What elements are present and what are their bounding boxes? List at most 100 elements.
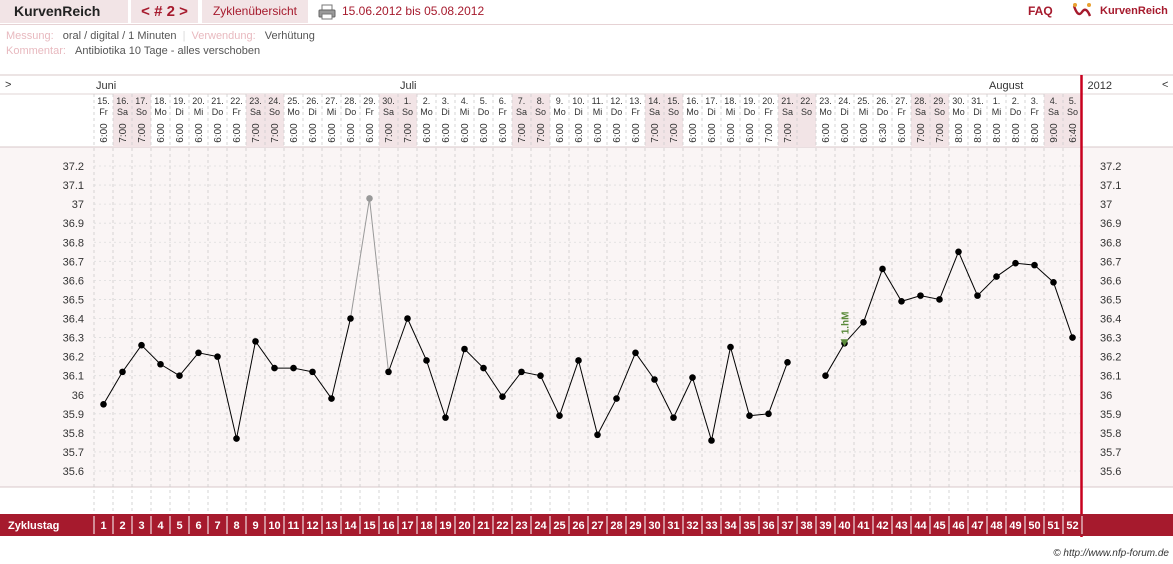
temperature-point[interactable] [119, 368, 126, 376]
temperature-point[interactable] [575, 357, 582, 364]
temperature-point[interactable] [271, 364, 278, 372]
day-date-label: 21. [211, 96, 224, 106]
left-arrow-button[interactable]: > [5, 79, 11, 91]
temperature-point[interactable] [955, 248, 962, 256]
temperature-point[interactable] [651, 376, 658, 383]
temperature-point[interactable] [442, 414, 449, 421]
temperature-point[interactable] [157, 360, 164, 368]
weekend-shade [778, 94, 797, 147]
temperature-point[interactable] [195, 349, 202, 357]
temperature-point[interactable] [632, 349, 639, 357]
temperature-point[interactable] [974, 292, 981, 299]
temperature-point[interactable] [100, 400, 107, 408]
temperature-point[interactable] [138, 341, 145, 349]
temperature-point[interactable] [252, 338, 259, 345]
day-date-label: 21. [781, 96, 794, 106]
temperature-point[interactable] [765, 410, 772, 418]
printer-icon[interactable] [318, 4, 336, 20]
weekend-shade [132, 94, 151, 147]
temperature-point[interactable] [670, 414, 677, 421]
cycle-overview-link[interactable]: Zyklenübersicht [202, 0, 308, 23]
temperature-point[interactable] [518, 368, 525, 376]
temperature-point[interactable] [309, 368, 316, 376]
day-weekday-label: Sa [250, 107, 261, 117]
temperature-point[interactable] [1031, 261, 1038, 269]
faq-link[interactable]: FAQ [1028, 4, 1053, 18]
cycle-navigation[interactable]: < # 2 > [131, 0, 198, 23]
cycle-day-number: 48 [990, 520, 1002, 532]
temperature-point[interactable] [385, 368, 392, 376]
cycle-day-number: 19 [439, 520, 451, 532]
series-line-segment [730, 346, 750, 416]
day-time-label: 6:00 [99, 123, 110, 143]
temperature-point[interactable] [461, 345, 468, 353]
temperature-point[interactable] [879, 265, 886, 273]
day-weekday-label: Di [707, 107, 716, 117]
cycle-day-number: 52 [1066, 520, 1078, 532]
temperature-point[interactable] [860, 319, 867, 326]
day-weekday-label: Di [840, 107, 849, 117]
day-date-label: 27. [895, 96, 908, 106]
temperature-point[interactable] [556, 412, 563, 420]
temperature-point[interactable] [1069, 334, 1076, 341]
temperature-point[interactable] [176, 372, 183, 379]
temperature-point[interactable] [917, 292, 924, 299]
temperature-point[interactable] [784, 359, 791, 366]
temperature-point[interactable] [347, 315, 354, 322]
series-line-segment [350, 198, 370, 319]
temperature-point[interactable] [233, 435, 240, 442]
y-tick-label-right: 36.8 [1100, 237, 1121, 249]
series-line-segment [255, 341, 275, 369]
y-tick-label-right: 37.2 [1100, 161, 1121, 173]
temperature-point[interactable] [822, 372, 829, 379]
temperature-point[interactable] [613, 395, 620, 402]
cycle-day-number: 40 [838, 520, 850, 532]
temperature-point[interactable] [708, 437, 715, 444]
day-time-label: 8:00 [1030, 123, 1041, 143]
brand-right[interactable]: KurvenReich [1100, 5, 1168, 17]
temperature-point[interactable] [746, 412, 753, 420]
cycle-day-number: 6 [195, 520, 201, 532]
temperature-point[interactable] [594, 431, 601, 439]
temperature-point[interactable] [1012, 259, 1019, 267]
temperature-point[interactable] [689, 374, 696, 381]
temperature-point[interactable] [898, 298, 905, 305]
kurvenreich-logo-icon[interactable] [1072, 2, 1092, 20]
weekend-shade [113, 94, 132, 147]
temperature-point[interactable] [936, 296, 943, 303]
month-label: Juni [96, 80, 116, 92]
temperature-point[interactable] [499, 393, 506, 400]
cycle-day-number: 41 [857, 520, 869, 532]
day-weekday-label: Fr [1030, 107, 1039, 117]
right-arrow-button[interactable]: < [1162, 79, 1168, 91]
temperature-point[interactable] [366, 195, 373, 202]
temperature-point[interactable] [727, 343, 734, 351]
weekend-shade [246, 94, 265, 147]
cycle-day-number: 47 [971, 520, 983, 532]
top-separator [0, 24, 1173, 25]
temperature-point[interactable] [480, 364, 487, 372]
temperature-point[interactable] [993, 273, 1000, 280]
day-weekday-label: Di [574, 107, 583, 117]
series-line-segment [179, 352, 199, 377]
day-time-label: 6:00 [194, 123, 205, 143]
temperature-point[interactable] [404, 315, 411, 322]
day-date-label: 1. [993, 96, 1001, 106]
day-weekday-label: Sa [649, 107, 660, 117]
temperature-point[interactable] [214, 353, 221, 360]
day-weekday-label: Do [877, 107, 889, 117]
series-line-segment [882, 268, 902, 302]
series-line-segment [502, 371, 522, 397]
cycle-day-number: 42 [876, 520, 888, 532]
temperature-point[interactable] [290, 364, 297, 372]
y-tick-label-left: 37 [72, 199, 84, 211]
day-time-label: 7:00 [403, 123, 414, 143]
temperature-point[interactable] [328, 395, 335, 402]
copyright-text[interactable]: © http://www.nfp-forum.de [1053, 548, 1169, 559]
temperature-point[interactable] [423, 357, 430, 364]
day-weekday-label: Mi [726, 107, 736, 117]
day-date-label: 20. [192, 96, 205, 106]
brand-title[interactable]: KurvenReich [0, 0, 128, 23]
temperature-point[interactable] [1050, 278, 1057, 286]
temperature-point[interactable] [537, 372, 544, 379]
